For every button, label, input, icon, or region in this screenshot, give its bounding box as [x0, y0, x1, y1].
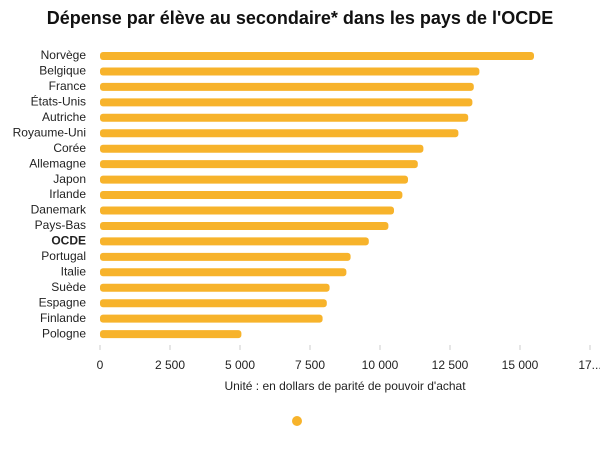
bar [100, 299, 327, 308]
x-tick-label: 5 000 [225, 358, 255, 372]
x-tick-label: 17... [578, 358, 600, 372]
y-tick-label: Suède [51, 280, 86, 294]
bar [100, 98, 473, 107]
bar [100, 191, 403, 200]
bar [100, 160, 418, 169]
bar [100, 237, 369, 246]
x-tick-label: 7 500 [295, 358, 325, 372]
y-tick-label: Royaume-Uni [13, 125, 86, 139]
bar [100, 221, 389, 230]
y-tick-label: France [49, 79, 87, 93]
y-tick-label: Pologne [42, 326, 86, 340]
bar [100, 52, 534, 60]
x-tick-label: 12 500 [432, 358, 469, 372]
x-tick-label: 10 000 [362, 358, 399, 372]
bar [100, 252, 351, 261]
y-tick-label: Japon [53, 172, 86, 186]
y-tick-label: Norvège [41, 48, 87, 62]
bar [100, 82, 474, 91]
y-tick-label: Belgique [39, 64, 86, 78]
bar [100, 314, 323, 323]
chart-title: Dépense par élève au secondaire* dans le… [47, 8, 554, 28]
bar [100, 268, 347, 277]
y-tick-label: Corée [53, 141, 86, 155]
x-axis-label: Unité : en dollars de parité de pouvoir … [224, 379, 466, 393]
y-tick-label: OCDE [51, 234, 86, 248]
x-tick-label: 2 500 [155, 358, 185, 372]
bar [100, 129, 459, 138]
y-tick-label: Pays-Bas [35, 218, 86, 232]
x-tick-label: 15 000 [502, 358, 539, 372]
y-tick-label: Irlande [49, 187, 86, 201]
y-tick-label: Portugal [41, 249, 86, 263]
bar [100, 144, 424, 153]
x-tick-label: 0 [97, 358, 104, 372]
bar [100, 330, 242, 339]
y-tick-label: Italie [61, 264, 87, 278]
y-tick-label: Danemark [31, 203, 87, 217]
y-tick-label: États-Unis [31, 94, 86, 109]
y-tick-label: Autriche [42, 110, 86, 124]
y-tick-label: Finlande [40, 311, 86, 325]
bar [100, 113, 469, 122]
y-tick-label: Espagne [39, 295, 87, 309]
bar [100, 175, 408, 184]
legend-marker [292, 416, 302, 426]
bar [100, 283, 330, 292]
bar [100, 67, 480, 76]
bar [100, 206, 394, 215]
y-tick-label: Allemagne [29, 156, 86, 170]
